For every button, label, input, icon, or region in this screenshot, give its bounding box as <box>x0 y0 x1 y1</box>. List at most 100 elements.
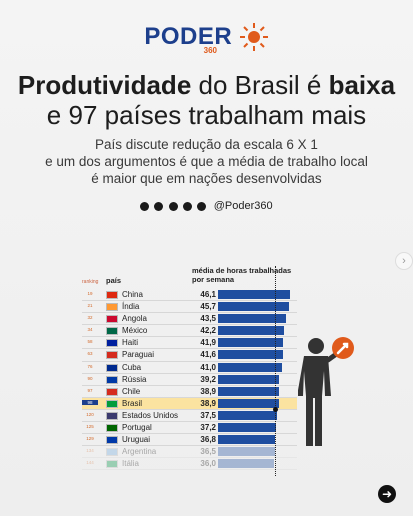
value-label: 38,9 <box>200 386 216 396</box>
header-value: média de horas trabalhadas por semana <box>192 266 292 284</box>
value-label: 39,2 <box>200 374 216 384</box>
hours-bar <box>218 362 283 372</box>
hours-bar <box>218 447 275 457</box>
headline-mid: do Brasil é <box>191 70 329 100</box>
flag-icon <box>106 363 118 372</box>
value-label: 41,0 <box>200 362 216 372</box>
hours-bar <box>218 423 277 433</box>
table-row: 32 Angola 43,5 <box>82 313 297 326</box>
value-label: 38,9 <box>200 398 216 408</box>
country-label: Angola <box>122 314 147 324</box>
hours-bar <box>218 314 286 324</box>
headline: Produtividade do Brasil é baixa e 97 paí… <box>0 70 413 130</box>
hours-bar <box>218 302 290 312</box>
social-handles: @Poder360 <box>0 200 413 212</box>
subtitle: País discute redução da escala 6 X 1 e u… <box>20 136 393 187</box>
rank-label: 97 <box>87 387 93 393</box>
rank-label: 98 <box>82 399 98 405</box>
headline-bold-2: baixa <box>328 70 396 100</box>
rank-label: 125 <box>86 424 94 430</box>
table-row: 144 Itália 36,0 <box>82 458 297 471</box>
table-row: 129 Uruguai 36,8 <box>82 434 297 447</box>
value-label: 37,2 <box>200 423 216 433</box>
rank-label: 21 <box>87 303 93 309</box>
subtitle-line: e um dos argumentos é que a média de tra… <box>45 154 368 169</box>
x-icon[interactable] <box>140 201 150 211</box>
table-row: 90 Rússia 39,2 <box>82 374 297 386</box>
rank-label: 90 <box>87 375 93 381</box>
flag-icon <box>106 411 118 420</box>
hours-bar <box>218 410 277 420</box>
logo-360: 360 <box>203 46 217 55</box>
headline-bold-1: Produtividade <box>17 70 192 100</box>
rank-label: 63 <box>87 351 93 357</box>
poder360-logo: PODER <box>0 22 413 52</box>
value-label: 41,9 <box>200 338 216 348</box>
country-label: Estados Unidos <box>122 410 179 420</box>
table-row: 19 China 46,1 <box>82 289 297 302</box>
country-label: Brasil <box>122 398 143 408</box>
country-label: México <box>122 326 148 336</box>
country-label: Portugal <box>122 423 152 433</box>
logo-word: PODER <box>144 23 233 50</box>
next-slide-button[interactable]: › <box>395 252 413 270</box>
youtube-icon[interactable] <box>168 201 178 211</box>
flag-icon <box>106 303 118 312</box>
country-label: Haiti <box>122 338 139 348</box>
flag-icon <box>106 387 118 396</box>
flag-icon <box>106 339 118 348</box>
table-row: 58 Haiti 41,9 <box>82 337 297 350</box>
rank-label: 19 <box>87 291 93 296</box>
header-country: país <box>106 276 122 285</box>
value-label: 36,0 <box>200 459 216 469</box>
table-row: 97 Chile 38,9 <box>82 386 297 398</box>
rank-label: 32 <box>87 315 93 321</box>
value-label: 46,1 <box>200 290 216 299</box>
hours-bar <box>218 290 290 299</box>
forward-arrow-icon[interactable]: ➜ <box>378 485 396 503</box>
table-row: 98 Brasil 38,9 <box>82 397 297 410</box>
country-label: Itália <box>122 459 139 469</box>
rank-label: 76 <box>87 363 93 369</box>
social-handle[interactable]: @Poder360 <box>213 200 273 213</box>
country-label: Uruguai <box>122 435 151 445</box>
facebook-icon[interactable] <box>182 201 192 211</box>
country-label: Índia <box>122 302 140 312</box>
headline-line-2: e 97 países trabalham mais <box>46 100 367 130</box>
country-label: Paraguai <box>122 350 155 360</box>
value-label: 36,5 <box>200 447 216 457</box>
country-label: Cuba <box>122 362 142 372</box>
value-label: 43,5 <box>200 314 216 324</box>
table-body: 19 China 46,1 21 Índia 45,7 32 Angola 43,5 34 Méxi… <box>82 289 297 471</box>
instagram-icon[interactable] <box>154 201 164 211</box>
rank-label: 58 <box>87 339 93 345</box>
table-row: 63 Paraguai 41,6 <box>82 349 297 362</box>
subtitle-line: é maior que em nações desenvolvidas <box>91 171 322 186</box>
flag-icon <box>106 436 118 445</box>
rank-label: 134 <box>86 448 94 454</box>
worker-illustration <box>297 336 358 451</box>
brazil-reference-line <box>275 266 276 476</box>
value-label: 42,2 <box>200 326 216 336</box>
hours-bar <box>218 326 284 336</box>
table-row: 21 Índia 45,7 <box>82 301 297 314</box>
flag-icon <box>106 315 118 324</box>
carousel-dots <box>181 509 223 514</box>
country-label: Rússia <box>122 374 147 384</box>
table-row: 34 México 42,2 <box>82 325 297 338</box>
flag-icon <box>106 291 118 299</box>
value-label: 37,5 <box>200 410 216 420</box>
country-label: Argentina <box>122 447 157 457</box>
flag-icon <box>106 327 118 336</box>
country-label: China <box>122 290 143 299</box>
header-rank: ranking <box>82 279 99 285</box>
hours-bar <box>218 374 280 384</box>
hours-bar <box>218 398 279 408</box>
table-row: 125 Portugal 37,2 <box>82 422 297 435</box>
subtitle-line: País discute redução da escala 6 X 1 <box>95 137 318 152</box>
flag-icon <box>106 399 118 408</box>
flag-icon <box>106 375 118 384</box>
tiktok-icon[interactable] <box>196 201 206 211</box>
value-label: 41,6 <box>200 350 216 360</box>
